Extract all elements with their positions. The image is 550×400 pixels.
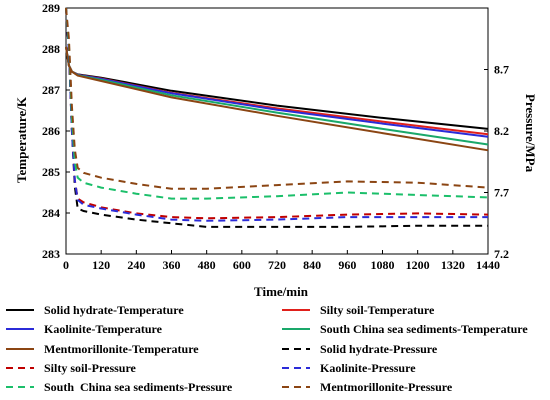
y-right-tick-label: 7.2 [494,247,509,261]
x-axis-ticks: 0 120 240 360 480 600 720 840 960 1080 1200 1320 144… [63,250,500,272]
y-left-tick-label: 284 [42,206,60,220]
x-tick-label: 240 [127,258,145,272]
y-left-tick-label: 285 [42,165,60,179]
series-line-7 [65,7,489,220]
y-left-tick-label: 288 [42,42,60,56]
y-right-tick-label: 8.7 [494,63,509,77]
x-tick-label: 1200 [406,258,430,272]
y-right-tick-label: 7.7 [494,186,509,200]
x-tick-label: 840 [303,258,321,272]
legend-label: South China sea sediments-Temperature [320,322,528,336]
x-tick-label: 960 [338,258,356,272]
legend-label: Mentmorillonite-Pressure [320,380,453,394]
legend-label: South China sea sediments-Pressure [44,380,233,394]
x-tick-label: 1320 [441,258,465,272]
series-line-9 [65,7,489,200]
legend-label: Kaolinite-Temperature [44,322,163,336]
y-left-tick-label: 287 [42,83,60,97]
y-left-tick-label: 286 [42,124,60,138]
legend-label: Silty soil-Pressure [44,361,137,375]
series-line-8 [65,7,488,222]
legend-label: Mentmorillonite-Temperature [44,342,199,356]
y-left-axis-ticks: 283 284 285 286 287 288 289 [42,1,70,261]
series-line-4 [65,46,489,146]
x-tick-label: 1440 [476,258,500,272]
legend-label: Solid hydrate-Temperature [44,303,184,317]
series-line-10 [65,7,489,190]
y-right-axis-label: Pressure/MPa [523,94,538,173]
y-left-tick-label: 289 [42,1,60,15]
x-tick-label: 0 [63,258,69,272]
x-tick-label: 120 [92,258,110,272]
legend-label: Kaolinite-Pressure [320,361,416,375]
series-line-5 [65,46,489,152]
series-line-6 [65,7,488,228]
legend-label: Silty soil-Temperature [320,303,435,317]
y-left-tick-label: 283 [42,247,60,261]
x-tick-label: 600 [233,258,251,272]
series-line-2 [65,46,489,136]
series-lines [65,7,489,228]
x-tick-label: 360 [163,258,181,272]
x-tick-label: 480 [198,258,216,272]
legend: Solid hydrate-Temperature Silty soil-Temp… [6,303,528,394]
y-left-axis-label: Temperature/K [14,96,29,183]
x-axis-label: Time/min [254,284,309,299]
x-tick-label: 1080 [371,258,395,272]
legend-label: Solid hydrate-Pressure [320,342,438,356]
y-right-tick-label: 8.2 [494,124,509,138]
y-right-axis-ticks: 7.2 7.7 8.2 8.7 [484,63,509,261]
x-tick-label: 720 [268,258,286,272]
